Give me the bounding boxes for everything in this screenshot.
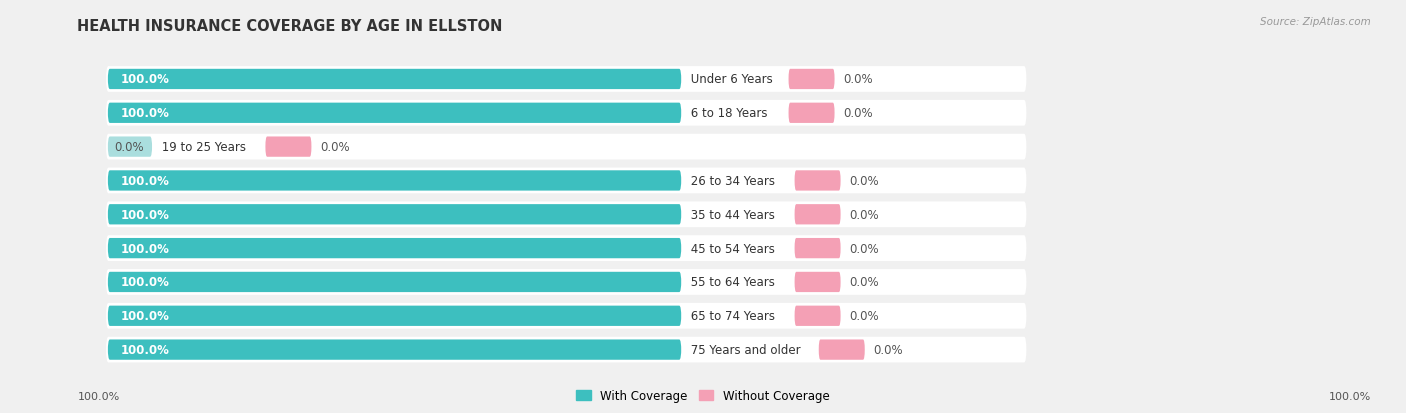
Text: 26 to 34 Years: 26 to 34 Years [688,175,779,188]
Text: HEALTH INSURANCE COVERAGE BY AGE IN ELLSTON: HEALTH INSURANCE COVERAGE BY AGE IN ELLS… [77,19,503,33]
FancyBboxPatch shape [108,306,682,326]
Text: 100.0%: 100.0% [121,309,169,323]
FancyBboxPatch shape [789,103,835,123]
FancyBboxPatch shape [105,168,1026,194]
Text: 100.0%: 100.0% [121,276,169,289]
Text: 35 to 44 Years: 35 to 44 Years [688,208,779,221]
FancyBboxPatch shape [818,339,865,360]
FancyBboxPatch shape [108,339,682,360]
FancyBboxPatch shape [108,103,682,123]
Text: 55 to 64 Years: 55 to 64 Years [688,276,779,289]
FancyBboxPatch shape [108,204,682,225]
Text: 0.0%: 0.0% [844,107,873,120]
FancyBboxPatch shape [794,238,841,259]
Text: 6 to 18 Years: 6 to 18 Years [688,107,772,120]
Legend: With Coverage, Without Coverage: With Coverage, Without Coverage [572,385,834,407]
FancyBboxPatch shape [105,236,1026,261]
Text: 100.0%: 100.0% [1329,391,1371,401]
FancyBboxPatch shape [105,337,1026,363]
Text: 100.0%: 100.0% [121,242,169,255]
Text: 0.0%: 0.0% [873,343,903,356]
FancyBboxPatch shape [105,269,1026,295]
Text: 45 to 54 Years: 45 to 54 Years [688,242,779,255]
Text: 0.0%: 0.0% [849,208,879,221]
FancyBboxPatch shape [108,70,682,90]
FancyBboxPatch shape [108,137,152,157]
Text: Source: ZipAtlas.com: Source: ZipAtlas.com [1260,17,1371,26]
FancyBboxPatch shape [105,135,1026,160]
Text: 65 to 74 Years: 65 to 74 Years [688,309,779,323]
Text: 100.0%: 100.0% [121,107,169,120]
Text: Under 6 Years: Under 6 Years [688,73,776,86]
Text: 0.0%: 0.0% [114,141,143,154]
Text: 0.0%: 0.0% [844,73,873,86]
FancyBboxPatch shape [794,306,841,326]
FancyBboxPatch shape [105,67,1026,93]
Text: 0.0%: 0.0% [849,242,879,255]
FancyBboxPatch shape [794,204,841,225]
Text: 100.0%: 100.0% [121,73,169,86]
Text: 0.0%: 0.0% [849,276,879,289]
FancyBboxPatch shape [794,272,841,292]
FancyBboxPatch shape [108,171,682,191]
FancyBboxPatch shape [266,137,312,157]
FancyBboxPatch shape [789,70,835,90]
Text: 0.0%: 0.0% [849,309,879,323]
FancyBboxPatch shape [105,202,1026,228]
FancyBboxPatch shape [105,101,1026,126]
Text: 0.0%: 0.0% [321,141,350,154]
Text: 0.0%: 0.0% [849,175,879,188]
Text: 100.0%: 100.0% [121,208,169,221]
Text: 100.0%: 100.0% [121,175,169,188]
FancyBboxPatch shape [108,272,682,292]
Text: 75 Years and older: 75 Years and older [688,343,804,356]
Text: 100.0%: 100.0% [121,343,169,356]
FancyBboxPatch shape [108,238,682,259]
FancyBboxPatch shape [105,303,1026,329]
Text: 19 to 25 Years: 19 to 25 Years [157,141,250,154]
Text: 100.0%: 100.0% [77,391,120,401]
FancyBboxPatch shape [794,171,841,191]
